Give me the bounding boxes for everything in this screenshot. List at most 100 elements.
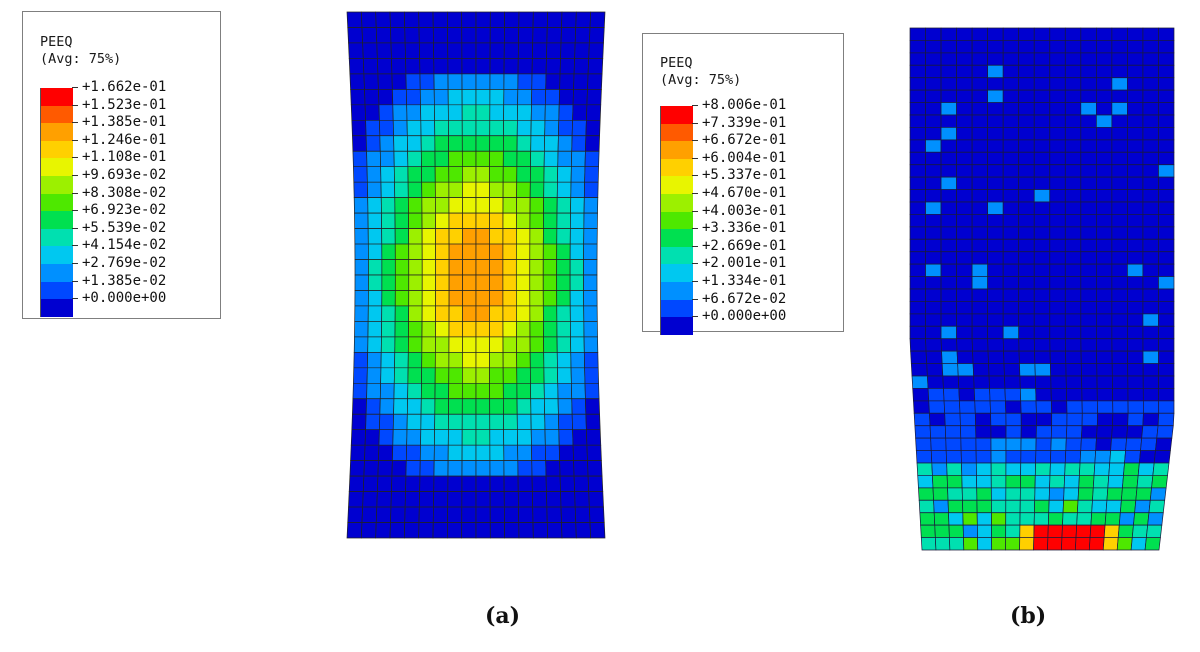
mesh-element	[503, 135, 518, 152]
mesh-element	[913, 400, 930, 414]
mesh-element	[1102, 537, 1119, 551]
legend-panel-a: PEEQ (Avg: 75%) +1.662e-01 +1.523e-01 +1…	[22, 11, 221, 319]
mesh-element	[529, 367, 545, 384]
mesh-element	[1153, 450, 1171, 464]
mesh-element	[1081, 400, 1098, 414]
mesh-element	[531, 444, 547, 461]
mesh-element	[489, 475, 505, 492]
mesh-element	[1002, 64, 1020, 79]
mesh-element	[544, 413, 560, 431]
mesh-element	[925, 127, 942, 141]
mesh-element	[956, 201, 973, 215]
mesh-element	[915, 437, 932, 451]
mesh-element	[447, 444, 463, 461]
mesh-element	[489, 305, 504, 322]
mesh-element	[518, 506, 534, 523]
mesh-element	[348, 475, 365, 492]
mesh-element	[963, 537, 979, 551]
mesh-element	[1111, 114, 1128, 128]
mesh-element	[1061, 537, 1077, 551]
mesh-element	[1019, 524, 1035, 538]
mesh-element	[945, 437, 962, 451]
mesh-element	[1064, 462, 1081, 476]
mesh-element	[447, 104, 463, 121]
mesh-element	[909, 276, 926, 290]
mesh-element	[433, 73, 449, 90]
mesh-element	[909, 189, 926, 203]
mesh-element	[1111, 338, 1128, 352]
mesh-element	[475, 104, 491, 121]
mesh-element	[545, 460, 561, 477]
mesh-element	[1117, 524, 1134, 538]
mesh-element	[1064, 276, 1082, 290]
mesh-element	[1018, 77, 1035, 91]
mesh-element	[379, 398, 395, 415]
mesh-element	[1127, 276, 1144, 290]
mesh-element	[1064, 114, 1082, 128]
mesh-element	[559, 460, 575, 477]
mesh-element	[1127, 214, 1144, 228]
mesh-element	[1050, 363, 1067, 377]
mesh-element	[1064, 176, 1082, 190]
mesh-element	[987, 176, 1004, 190]
mesh-element	[1019, 363, 1036, 377]
mesh-element	[1155, 437, 1173, 451]
mesh-element	[489, 321, 504, 338]
mesh-element	[381, 305, 396, 322]
mesh-element	[419, 475, 435, 492]
mesh-element	[1111, 301, 1128, 315]
mesh-element	[461, 506, 477, 523]
mesh-element	[420, 398, 436, 415]
mesh-element	[1034, 475, 1051, 489]
mesh-element	[515, 243, 531, 260]
mesh-element	[394, 290, 410, 307]
mesh-element	[1158, 201, 1175, 215]
mesh-element	[573, 475, 590, 492]
mesh-element	[1080, 325, 1097, 340]
mesh-element	[1142, 64, 1159, 79]
mesh-element	[1123, 462, 1140, 476]
mesh-element	[407, 382, 422, 400]
mesh-element	[1002, 263, 1020, 277]
mesh-element	[976, 487, 992, 501]
mesh-element	[489, 491, 505, 508]
mesh-element	[418, 491, 435, 508]
mesh-element	[569, 243, 585, 260]
legend-title: PEEQ	[40, 34, 73, 50]
mesh-element	[394, 243, 410, 260]
mesh-element	[461, 89, 477, 106]
mesh-element	[583, 259, 598, 276]
mesh-element	[1158, 238, 1175, 253]
mesh-element	[447, 58, 463, 75]
mesh-element	[1142, 52, 1159, 66]
mesh-element	[1142, 363, 1159, 377]
mesh-element	[529, 259, 544, 276]
mesh-element	[407, 352, 423, 369]
mesh-element	[543, 382, 559, 400]
mesh-element	[940, 325, 957, 340]
mesh-element	[516, 382, 532, 400]
color-band	[661, 317, 693, 335]
mesh-element	[434, 429, 449, 446]
mesh-element	[929, 412, 946, 427]
mesh-element	[1112, 388, 1129, 402]
mesh-element	[1127, 301, 1144, 315]
mesh-element	[1127, 226, 1144, 240]
mesh-element	[461, 398, 477, 415]
mesh-element	[529, 305, 544, 322]
mesh-element	[353, 336, 369, 353]
mesh-element	[418, 11, 434, 28]
mesh-element	[987, 350, 1005, 364]
mesh-element	[434, 398, 449, 415]
mesh-element	[1095, 338, 1113, 352]
mesh-element	[910, 350, 928, 364]
mesh-element	[971, 338, 989, 352]
mesh-element	[961, 475, 978, 489]
mesh-element	[419, 89, 435, 106]
mesh-element	[1002, 40, 1020, 54]
mesh-element	[1094, 450, 1112, 464]
mesh-element	[502, 150, 518, 168]
mesh-element	[1158, 313, 1175, 327]
mesh-element	[515, 290, 531, 307]
mesh-element	[1158, 214, 1175, 228]
